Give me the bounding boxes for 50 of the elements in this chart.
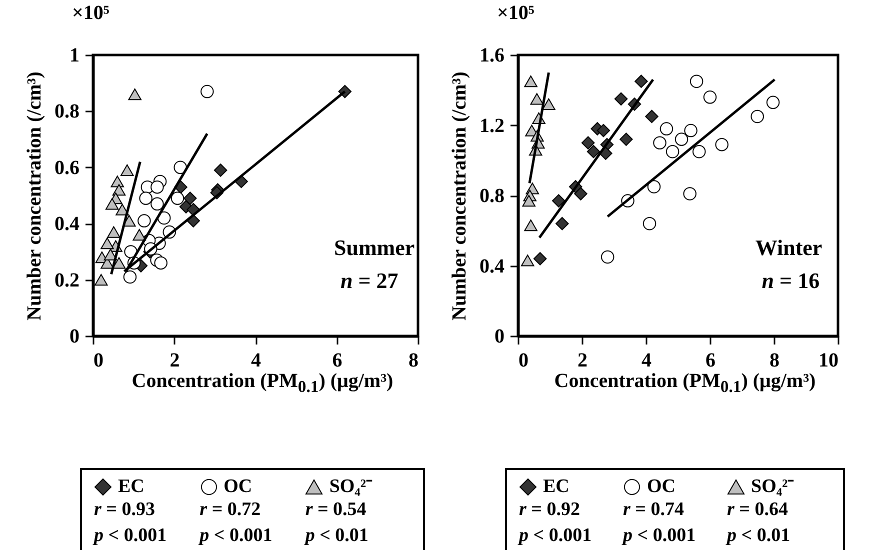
x-tick-label: 8: [770, 350, 780, 372]
text: p < 0.001: [200, 524, 274, 548]
annotation: n = 16: [762, 268, 820, 294]
x-tick-label: 0: [94, 350, 104, 372]
x-tick-label: 6: [706, 350, 716, 372]
text: p < 0.001: [519, 524, 593, 548]
y-tick-label: 1: [70, 44, 80, 66]
text: p < 0.01: [305, 524, 370, 548]
x-tick-label: 4: [642, 350, 652, 372]
x-tick-label: 0: [518, 350, 528, 372]
text: r = 0.64: [727, 499, 789, 522]
text: r = 0.74: [623, 499, 685, 522]
y-tick-label: 0.2: [54, 269, 80, 292]
text: ×10⁵: [497, 2, 534, 25]
legend-label: SO₄²⁻: [751, 476, 794, 498]
y-tick-label: 0.6: [54, 156, 80, 179]
text: r = 0.93: [94, 499, 156, 522]
text: r = 0.72: [200, 499, 262, 522]
y-tick-label: 0: [70, 326, 80, 348]
y-tick-label: 0.8: [54, 100, 80, 123]
x-axis-title: Concentration (PM$_{0.1}$) (μg/m³): [130, 370, 394, 397]
text: p < 0.001: [623, 524, 697, 548]
annotation: n = 27: [340, 268, 398, 294]
x-tick-label: 6: [332, 350, 342, 372]
text: r = 0.92: [519, 499, 581, 522]
legend-label: SO₄²⁻: [329, 476, 372, 498]
annotation: Summer: [334, 235, 415, 261]
x-axis-title: Concentration (PM$_{0.1}$) (μg/m³): [553, 370, 817, 397]
x-tick-label: 10: [818, 350, 838, 372]
y-tick-label: 1.2: [480, 114, 504, 137]
legend-label: EC: [543, 476, 570, 498]
legend-label: EC: [118, 476, 144, 498]
x-tick-label: 2: [170, 350, 180, 372]
y-tick-label: 0.4: [54, 213, 80, 236]
y-axis-title: Number concentration (/cm³): [448, 72, 470, 320]
text: p < 0.001: [94, 524, 168, 548]
x-tick-label: 2: [578, 350, 588, 372]
x-tick-label: 4: [251, 350, 261, 372]
y-tick-label: 0: [494, 326, 504, 348]
y-axis-title: Number concentration (/cm³): [24, 72, 46, 320]
legend-label: OC: [224, 476, 252, 498]
x-tick-label: 8: [408, 350, 418, 372]
text: ×10⁵: [72, 2, 110, 25]
legend-label: OC: [647, 476, 676, 498]
annotation: Winter: [755, 235, 822, 261]
y-tick-label: 0.4: [480, 255, 504, 278]
y-tick-label: 1.6: [480, 44, 504, 66]
text: r = 0.54: [305, 499, 368, 522]
text: p < 0.01: [727, 524, 792, 548]
y-tick-label: 0.8: [480, 185, 504, 207]
